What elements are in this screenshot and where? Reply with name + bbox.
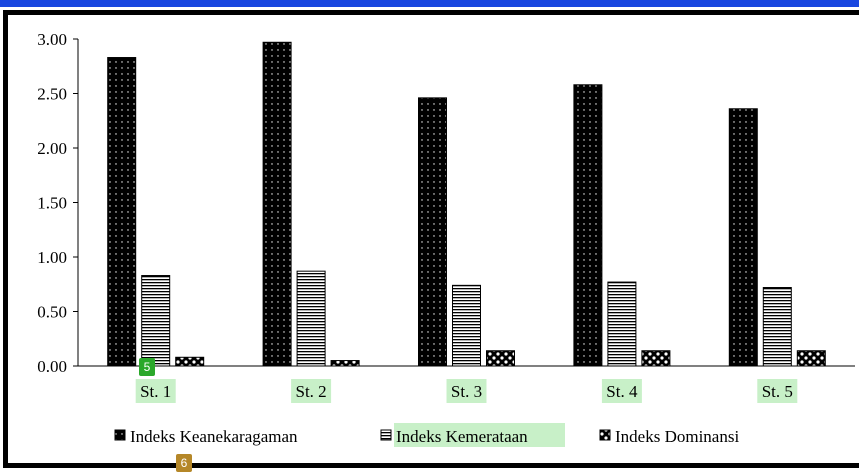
bar-series1-st1 [107, 57, 137, 367]
bar-series3-st2 [330, 360, 360, 367]
legend-label-1: Indeks Keanekaragaman [130, 427, 298, 446]
bar-series3-st1 [175, 356, 205, 367]
category-label-highlight [757, 379, 798, 403]
bar-series2-st4 [607, 281, 637, 367]
x-category-label: St. 4 [606, 382, 638, 401]
bar-series3-st3 [486, 350, 515, 367]
y-tick-label: 1.50 [37, 194, 67, 213]
category-label-highlight [291, 379, 332, 403]
y-tick-label: 2.50 [37, 85, 67, 104]
legend-swatch-1 [114, 429, 126, 441]
bar-series2-st3 [452, 284, 481, 367]
bar-series1-st3 [418, 97, 447, 367]
bar-series3-st5 [796, 350, 826, 367]
legend-label-3: Indeks Dominansi [615, 427, 739, 446]
y-tick-label: 3.00 [37, 30, 67, 49]
annotation-badge-5: 5 [139, 358, 155, 376]
y-tick-label: 1.00 [37, 248, 67, 267]
bar-layer [107, 41, 826, 367]
x-category-label: St. 3 [451, 382, 482, 401]
axis-layer: 0.00 0.50 1.00 1.50 2.00 2.50 3.00 [37, 30, 855, 376]
x-category-label: St. 1 [140, 382, 171, 401]
x-category-label: St. 2 [296, 382, 327, 401]
category-label-highlight [601, 379, 642, 403]
bar-series1-st2 [262, 41, 292, 367]
bar-series1-st5 [728, 108, 758, 367]
y-tick-label: 0.00 [37, 357, 67, 376]
bar-series3-st4 [641, 350, 671, 367]
bar-series1-st4 [573, 84, 603, 367]
label-layer: St. 1 St. 2 St. 3 St. 4 St. 5 [140, 382, 793, 401]
bar-series2-st2 [296, 270, 326, 367]
legend-swatch-3 [599, 429, 611, 441]
annotation-badge-6: 6 [176, 454, 192, 472]
legend-label-2: Indeks Kemerataan [396, 427, 528, 446]
category-label-highlight [135, 379, 176, 403]
legend-label-highlight [394, 423, 565, 447]
top-blue-border [0, 0, 859, 7]
legend: Indeks Keanekaragaman Indeks Kemerataan In… [114, 423, 739, 447]
highlight-layer [135, 379, 798, 403]
category-label-highlight [446, 379, 487, 403]
x-category-label: St. 5 [762, 382, 793, 401]
y-tick-label: 2.00 [37, 139, 67, 158]
legend-swatch-2 [380, 429, 392, 441]
y-tick-label: 0.50 [37, 303, 67, 322]
bar-series2-st1 [141, 275, 171, 367]
bar-series2-st5 [762, 287, 792, 367]
